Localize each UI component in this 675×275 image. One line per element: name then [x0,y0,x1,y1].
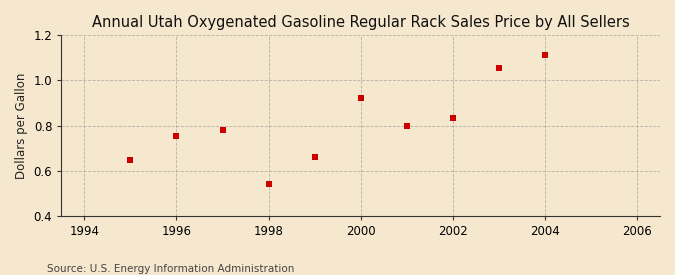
Y-axis label: Dollars per Gallon: Dollars per Gallon [15,73,28,179]
Title: Annual Utah Oxygenated Gasoline Regular Rack Sales Price by All Sellers: Annual Utah Oxygenated Gasoline Regular … [92,15,630,30]
Point [217,128,228,132]
Point [493,65,504,70]
Point [448,116,458,121]
Point [539,53,550,57]
Point [402,124,412,128]
Point [263,182,274,186]
Point [355,96,366,101]
Point [171,134,182,139]
Point [309,155,320,160]
Text: Source: U.S. Energy Information Administration: Source: U.S. Energy Information Administ… [47,264,294,274]
Point [125,158,136,162]
